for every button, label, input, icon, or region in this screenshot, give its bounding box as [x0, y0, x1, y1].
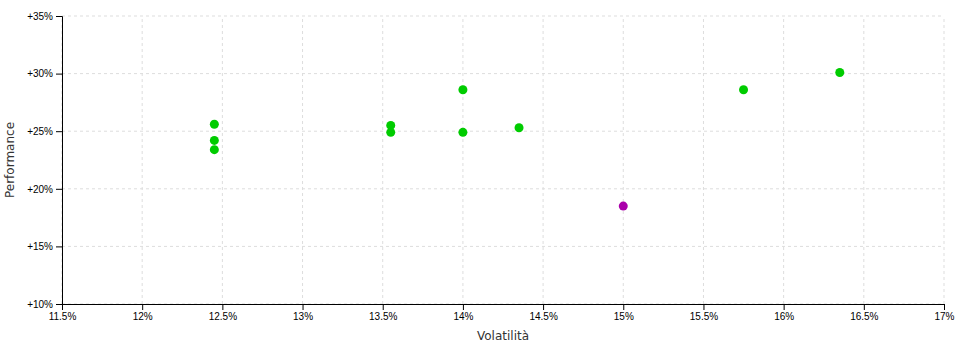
tick: 17%: [934, 304, 954, 322]
point: [210, 136, 219, 145]
tick: +15%: [27, 241, 62, 252]
tick-label: 13%: [293, 311, 313, 322]
tick: +25%: [27, 126, 62, 137]
tick: 15.5%: [690, 304, 718, 322]
tick-label: +35%: [27, 11, 53, 22]
tick-mark: [623, 304, 624, 310]
tick-label: 12%: [133, 311, 153, 322]
tick-mark: [303, 304, 304, 310]
grid-line-y: [62, 16, 944, 17]
grid-line-x: [222, 16, 223, 304]
tick-mark: [784, 304, 785, 310]
tick: +35%: [27, 11, 62, 22]
tick-label: +25%: [27, 126, 53, 137]
grid-line-x: [142, 16, 143, 304]
grid-line-y: [62, 188, 944, 189]
plot-area: [210, 68, 844, 211]
grid-line-y: [62, 246, 944, 247]
x-axis: 11.5% 12% 12.5% 13% 13.5% 14% 14.5% 15% 15.5% 16%…: [49, 304, 955, 322]
tick-mark: [56, 131, 62, 132]
tick-label: 12.5%: [209, 311, 237, 322]
point: [835, 68, 844, 77]
grid-line-x: [783, 16, 784, 304]
grid-line-x: [382, 16, 383, 304]
tick-label: 16%: [774, 311, 794, 322]
tick-mark: [463, 304, 464, 310]
tick-label: 16.5%: [850, 311, 878, 322]
tick-label: 11.5%: [49, 311, 77, 322]
tick-label: 13.5%: [369, 311, 397, 322]
grid-line-x: [863, 16, 864, 304]
tick-mark: [56, 304, 62, 305]
tick: 12.5%: [209, 304, 237, 322]
tick-label: 14%: [453, 311, 473, 322]
tick-mark: [56, 246, 62, 247]
grid-line-y: [62, 73, 944, 74]
grid-line-x: [302, 16, 303, 304]
tick-mark: [142, 304, 143, 310]
tick: 14%: [453, 304, 473, 322]
axis-line: [63, 305, 945, 311]
point: [210, 120, 219, 129]
grid-line-y: [62, 131, 944, 132]
tick: +30%: [27, 68, 62, 79]
tick-mark: [543, 304, 544, 310]
point: [458, 85, 467, 94]
point: [458, 128, 467, 137]
point: [619, 202, 628, 211]
tick-mark: [703, 304, 704, 310]
grid-line-x: [543, 16, 544, 304]
tick-label: +30%: [27, 68, 53, 79]
grid-line-x: [623, 16, 624, 304]
axis-line: [56, 17, 63, 305]
tick: +10%: [27, 299, 62, 310]
x-axis-title: Volatilità: [477, 329, 529, 343]
point: [386, 128, 395, 137]
tick-label: +20%: [27, 184, 53, 195]
chart: 11.5% 12% 12.5% 13% 13.5% 14% 14.5% 15% 15.5% 16%…: [0, 0, 966, 350]
grid-line-x: [703, 16, 704, 304]
tick: 15%: [614, 304, 634, 322]
y-axis: +10% +15% +20% +25% +30% +35%: [27, 11, 62, 310]
tick-mark: [56, 16, 62, 17]
tick: 16.5%: [850, 304, 878, 322]
tick-label: 14.5%: [529, 311, 557, 322]
tick: 14.5%: [529, 304, 557, 322]
tick-mark: [56, 189, 62, 190]
tick-label: +15%: [27, 241, 53, 252]
point: [515, 123, 524, 132]
point: [210, 145, 219, 154]
tick-label: 17%: [934, 311, 954, 322]
tick: 13%: [293, 304, 313, 322]
point: [739, 85, 748, 94]
tick: 16%: [774, 304, 794, 322]
y-axis-title: Performance: [3, 122, 17, 198]
grid-line-x: [944, 16, 945, 304]
tick: 12%: [133, 304, 153, 322]
grid: [62, 16, 944, 304]
tick-label: +10%: [27, 299, 53, 310]
tick-mark: [944, 304, 945, 310]
tick: +20%: [27, 184, 62, 195]
grid-line-x: [462, 16, 463, 304]
tick-mark: [56, 74, 62, 75]
tick-mark: [864, 304, 865, 310]
tick-label: 15.5%: [690, 311, 718, 322]
tick-label: 15%: [614, 311, 634, 322]
tick-mark: [383, 304, 384, 310]
tick-mark: [222, 304, 223, 310]
tick: 13.5%: [369, 304, 397, 322]
